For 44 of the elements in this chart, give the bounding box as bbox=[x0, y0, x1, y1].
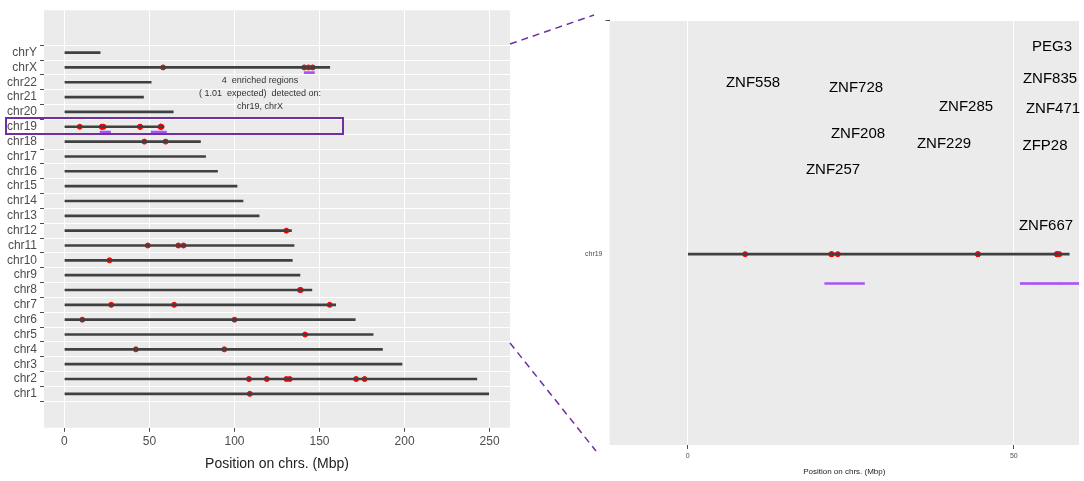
x-tick-label: 100 bbox=[224, 434, 245, 449]
annotation: 4 enriched regions ( 1.01 expected) detected on: chr19, chrX bbox=[198, 75, 322, 112]
y-tick-label: chr21 bbox=[6, 89, 38, 104]
annotation: ZFP28 bbox=[1022, 136, 1068, 154]
annotation: PEG3 bbox=[1031, 37, 1073, 55]
y-tick-label: chr7 bbox=[13, 297, 38, 312]
x-tick-label: 50 bbox=[142, 434, 157, 449]
y-tick-label: chr2 bbox=[13, 371, 38, 386]
annotation: ZNF728 bbox=[828, 78, 884, 96]
annotation: ZNF257 bbox=[805, 160, 861, 178]
x-axis-title: Position on chrs. (Mbp) bbox=[205, 455, 349, 472]
y-tick-label: chr20 bbox=[6, 104, 38, 119]
y-tick-label: chr9 bbox=[13, 267, 38, 282]
y-tick-label: chr15 bbox=[6, 178, 38, 193]
y-tick-label: chrX bbox=[12, 59, 38, 74]
y-tick-label: chr13 bbox=[6, 208, 38, 223]
annotation: ZNF229 bbox=[916, 134, 972, 152]
y-tick-label: chr10 bbox=[6, 252, 38, 267]
annotation: ZNF667 bbox=[1018, 216, 1074, 234]
y-tick-label: chr17 bbox=[6, 148, 38, 163]
y-tick-label: chr6 bbox=[13, 311, 38, 326]
y-tick-label: chr16 bbox=[6, 163, 38, 178]
y-tick-label: chr19 bbox=[6, 119, 38, 134]
x-tick-label: 0 bbox=[61, 434, 69, 449]
annotation: ZNF471 bbox=[1025, 99, 1081, 117]
y-tick-label: chr22 bbox=[6, 74, 38, 89]
annotation: ZNF835 bbox=[1022, 69, 1078, 87]
x-tick-label: 250 bbox=[479, 434, 500, 449]
x-axis-title: Position on chrs. (Mbp) bbox=[803, 467, 886, 477]
y-tick-label: chr5 bbox=[13, 326, 38, 341]
y-tick-label: chrY bbox=[12, 44, 38, 59]
y-tick-label: chr18 bbox=[6, 133, 38, 148]
y-tick-label: chr4 bbox=[13, 341, 38, 356]
y-tick-label: chr1 bbox=[13, 386, 38, 401]
x-tick-label: 150 bbox=[309, 434, 330, 449]
y-tick-label: chr14 bbox=[6, 193, 38, 208]
annotation: ZNF558 bbox=[725, 73, 781, 91]
annotation: ZNF285 bbox=[938, 97, 994, 115]
y-tick-label: chr8 bbox=[13, 282, 38, 297]
y-tick-label: chr12 bbox=[6, 222, 38, 237]
x-tick-label: 200 bbox=[394, 434, 415, 449]
y-tick-label: chr11 bbox=[7, 237, 38, 252]
annotation: ZNF208 bbox=[830, 124, 886, 142]
y-tick-label: chr3 bbox=[13, 356, 38, 371]
